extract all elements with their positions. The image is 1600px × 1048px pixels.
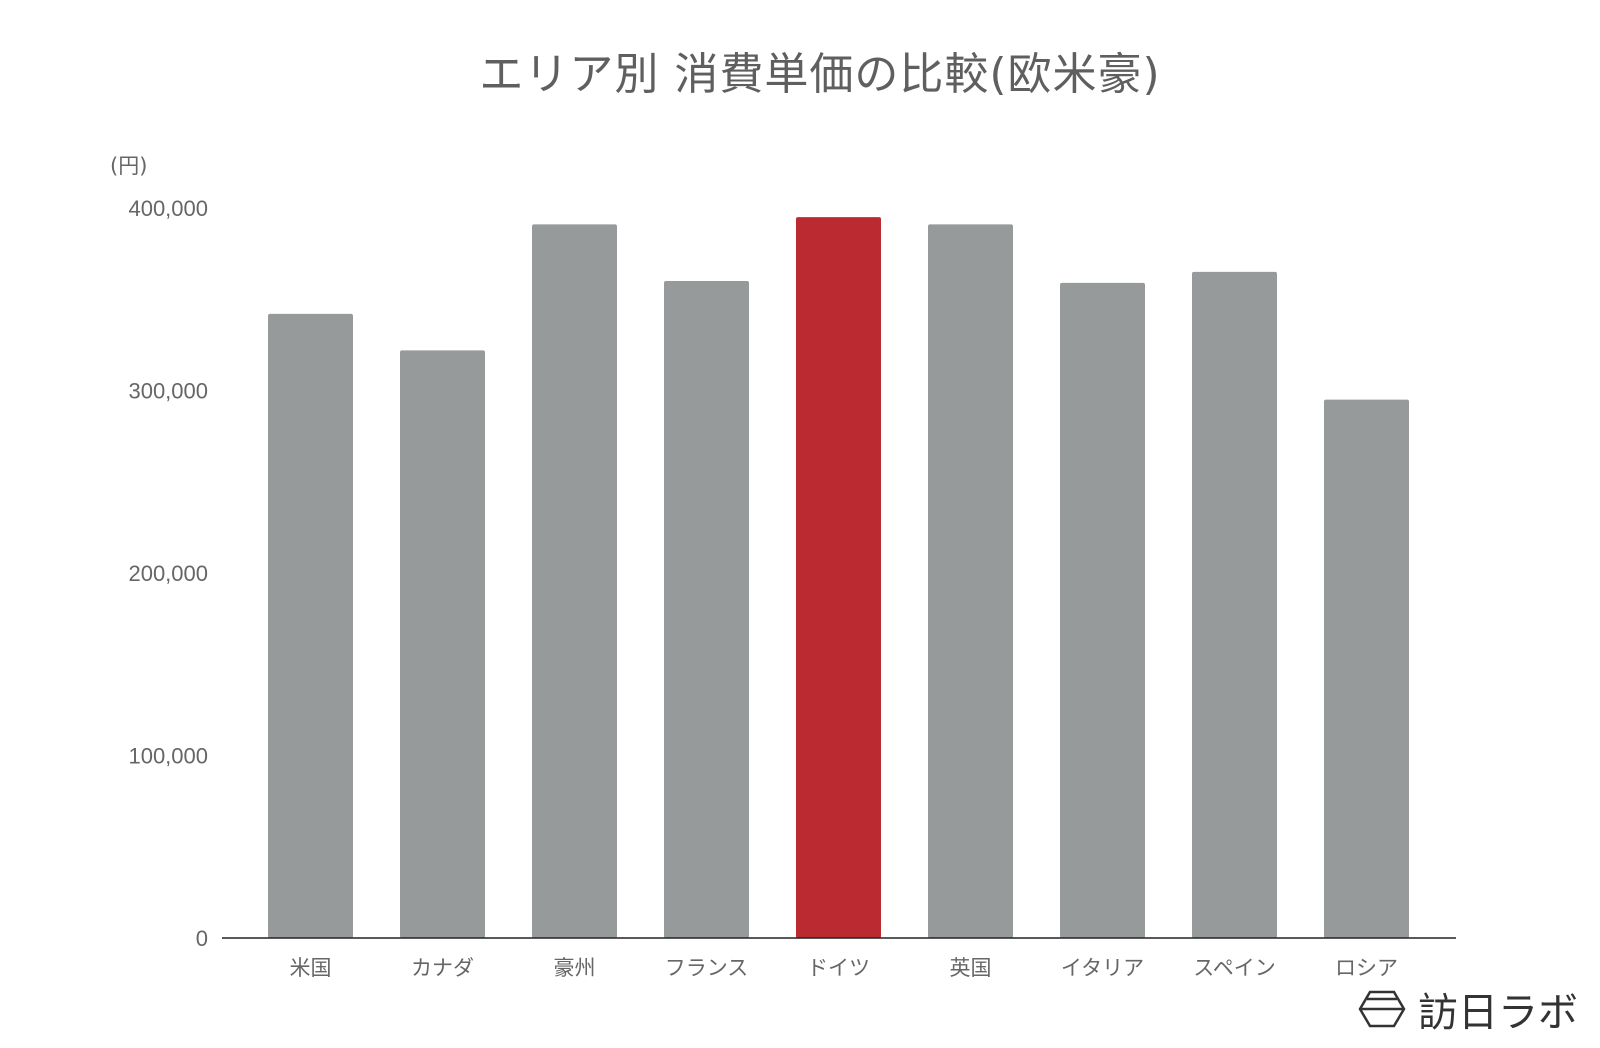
bar-9 — [1324, 399, 1409, 938]
logo-hexagon-icon — [1358, 990, 1406, 1028]
logo-text: 訪日ラボ — [1418, 990, 1578, 1036]
y-tick-label: 400,000 — [128, 196, 208, 221]
bar-2 — [400, 350, 485, 939]
y-tick-label: 100,000 — [128, 744, 208, 769]
bar-7 — [1060, 282, 1145, 938]
y-tick-label: 0 — [196, 926, 208, 951]
bar-8 — [1192, 271, 1277, 938]
logo: 訪日ラボ — [1358, 980, 1578, 1038]
x-tick-label: カナダ — [411, 956, 474, 980]
x-tick-label: フランス — [665, 956, 749, 980]
x-tick-label: 豪州 — [554, 956, 596, 980]
chart-title: エリア別 消費単価の比較(欧米豪) — [479, 49, 1161, 100]
x-tick-label: イタリア — [1061, 956, 1144, 980]
bar-6 — [928, 224, 1013, 939]
x-tick-label: スペイン — [1193, 956, 1276, 980]
y-axis-unit: (円) — [110, 154, 148, 178]
x-tick-label: 米国 — [290, 956, 332, 980]
bar-3 — [532, 224, 617, 939]
x-tick-label: ドイツ — [807, 956, 870, 980]
x-tick-label: ロシア — [1335, 956, 1398, 980]
bar-5 — [796, 217, 881, 938]
x-tick-label: 英国 — [950, 956, 992, 980]
y-tick-label: 300,000 — [128, 379, 208, 404]
bar-1 — [268, 313, 353, 939]
y-tick-label: 200,000 — [128, 561, 208, 586]
bar-4 — [664, 281, 749, 938]
